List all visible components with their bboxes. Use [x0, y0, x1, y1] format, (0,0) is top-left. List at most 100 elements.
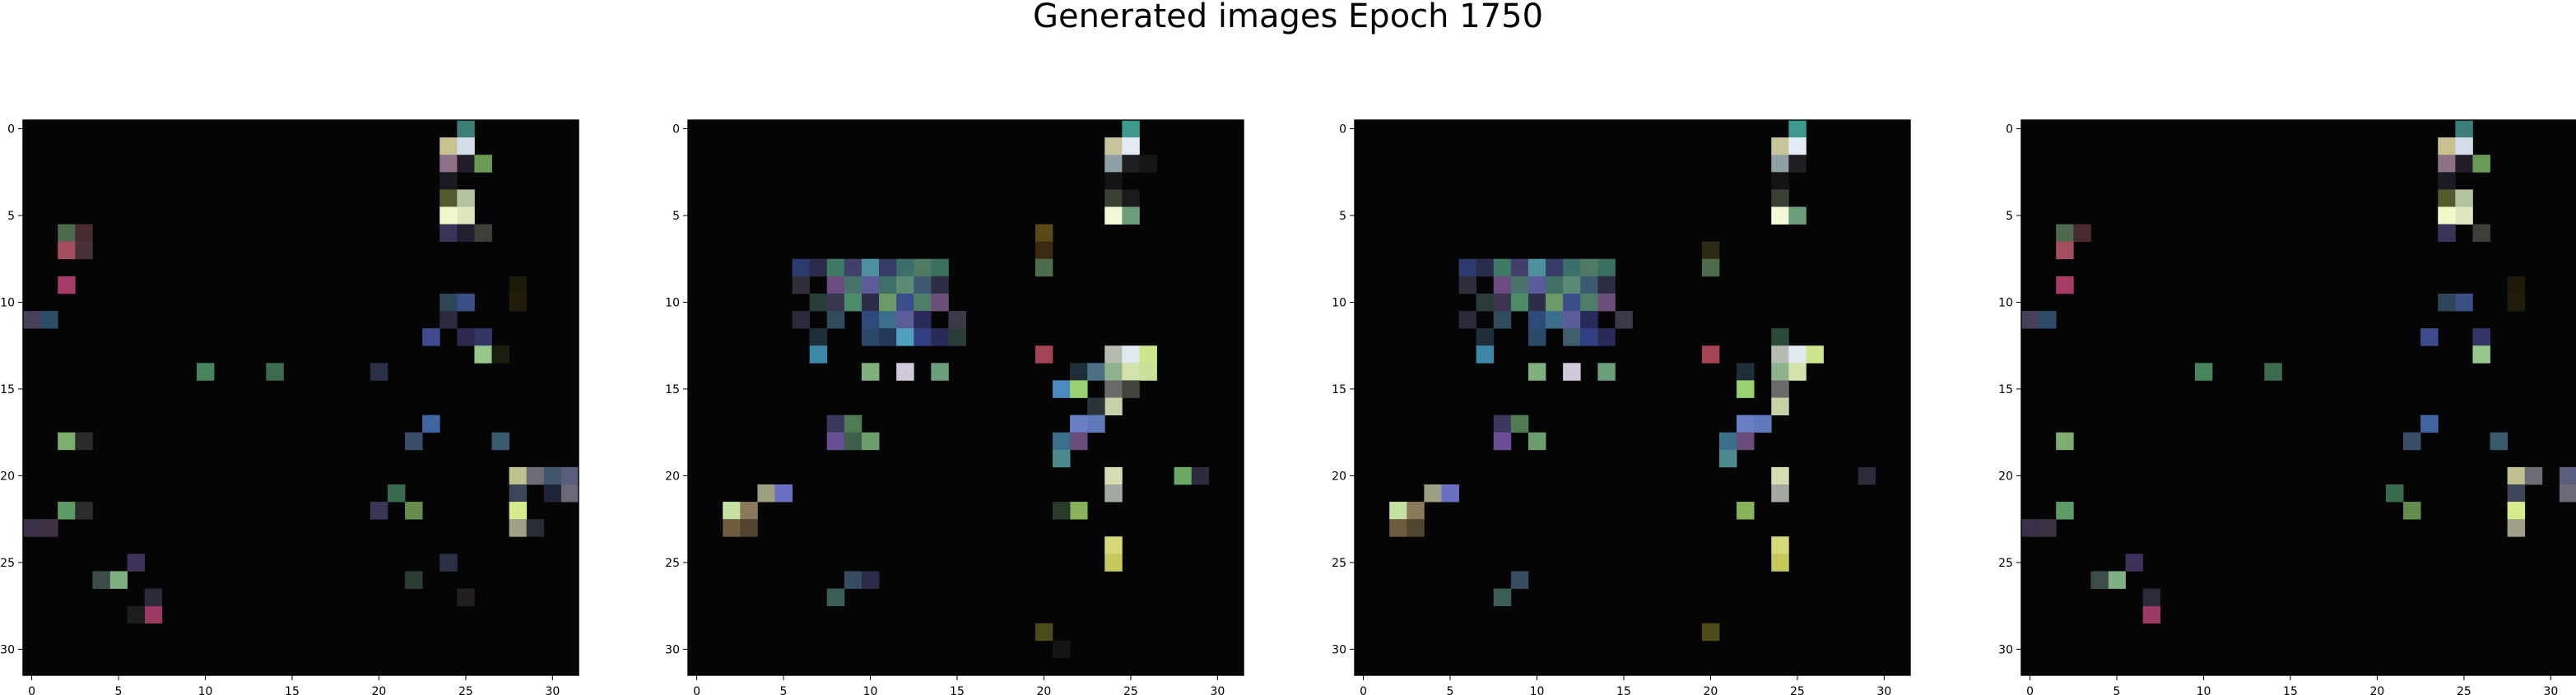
- image-pixel: [1104, 172, 1123, 190]
- image-pixel: [2455, 137, 2473, 155]
- image-pixel: [1718, 432, 1737, 451]
- axes-frame: [687, 119, 1244, 676]
- y-tick-label: 25: [1332, 557, 1346, 570]
- image-pixel: [2455, 120, 2473, 138]
- image-pixel: [861, 311, 880, 329]
- y-tick-label: 30: [1998, 643, 2013, 656]
- x-tick-label: 5: [115, 685, 123, 695]
- image-pixel: [75, 241, 93, 260]
- image-pixel: [2142, 588, 2161, 607]
- image-pixel: [826, 258, 845, 277]
- image-pixel: [2073, 224, 2091, 243]
- image-pixel: [1737, 415, 1755, 433]
- image-pixel: [457, 120, 475, 138]
- image-pixel: [266, 363, 284, 381]
- image-pixel: [109, 571, 128, 589]
- image-pixel: [1563, 363, 1581, 381]
- image-pixel: [127, 605, 146, 624]
- y-tick-label: 20: [0, 470, 15, 483]
- image-pixel: [740, 502, 758, 520]
- image-pixel: [723, 519, 741, 537]
- image-pixel: [861, 328, 880, 346]
- image-pixel: [457, 224, 475, 243]
- image-pixel: [474, 224, 492, 243]
- image-pixel: [2438, 189, 2456, 207]
- image-pixel: [1052, 449, 1071, 468]
- image-pixel: [23, 311, 41, 329]
- y-tick-label: 20: [1332, 470, 1346, 483]
- image-pixel: [826, 415, 845, 433]
- image-pixel: [1458, 311, 1477, 329]
- image-pixel: [1771, 397, 1789, 415]
- image-pixel: [1191, 466, 1210, 485]
- x-tick-label: 5: [1447, 685, 1454, 695]
- y-tick-label: 20: [1998, 470, 2013, 483]
- image-pixel: [1597, 363, 1616, 381]
- image-pixel: [1389, 502, 1407, 520]
- image-pixel: [1771, 484, 1789, 503]
- image-pixel: [422, 328, 440, 346]
- image-pixel: [560, 484, 579, 503]
- image-pixel: [1527, 293, 1546, 312]
- image-pixel: [509, 293, 528, 312]
- image-pixel: [1122, 189, 1140, 207]
- image-pixel: [1788, 120, 1806, 138]
- image-pixel: [439, 189, 458, 207]
- image-pixel: [931, 363, 949, 381]
- image-pixel: [1122, 363, 1140, 381]
- image-pixel: [2507, 519, 2526, 537]
- image-pixel: [2472, 155, 2490, 173]
- image-pixel: [2021, 311, 2039, 329]
- image-pixel: [1563, 328, 1581, 346]
- x-tick-label: 25: [458, 685, 473, 695]
- image-pixel: [740, 519, 758, 537]
- image-pixel: [1771, 137, 1789, 155]
- image-pixel: [2455, 206, 2473, 225]
- image-pixel: [2438, 293, 2456, 312]
- x-tick-label: 5: [780, 685, 788, 695]
- image-pixel: [861, 571, 880, 589]
- image-pixel: [1580, 293, 1598, 312]
- image-pixel: [1070, 502, 1088, 520]
- image-pixel: [861, 293, 880, 312]
- image-pixel: [948, 311, 966, 329]
- y-tick-label: 5: [2006, 210, 2013, 223]
- image-pixel: [1858, 466, 1876, 485]
- image-pixel: [1615, 311, 1633, 329]
- image-pixel: [931, 328, 949, 346]
- image-pixel: [1510, 415, 1529, 433]
- image-pixel: [370, 502, 388, 520]
- image-pixel: [792, 311, 811, 329]
- image-pixel: [1035, 258, 1053, 277]
- image-pixel: [1052, 432, 1071, 451]
- image-pixel: [439, 293, 458, 312]
- image-pixel: [2039, 519, 2057, 537]
- image-pixel: [1070, 415, 1088, 433]
- image-pixel: [1122, 345, 1140, 364]
- image-pixel: [2490, 432, 2509, 451]
- axes-frame: [22, 119, 579, 676]
- image-pixel: [1035, 623, 1053, 642]
- image-pixel: [1493, 432, 1512, 451]
- image-pixel: [1737, 502, 1755, 520]
- image-background: [688, 120, 1244, 675]
- y-tick-label: 15: [1998, 383, 2013, 396]
- image-pixel: [2455, 189, 2473, 207]
- image-pixel: [914, 276, 932, 294]
- image-pixel: [1597, 293, 1616, 312]
- image-pixel: [2403, 502, 2421, 520]
- y-tick-label: 5: [672, 210, 680, 223]
- y-tick-label: 15: [0, 383, 15, 396]
- image-pixel: [1052, 380, 1071, 398]
- image-pixel: [1122, 137, 1140, 155]
- image-pixel: [1771, 536, 1789, 554]
- image-pixel: [457, 155, 475, 173]
- x-tick-label: 30: [1210, 685, 1225, 695]
- image-pixel: [2056, 224, 2074, 243]
- image-pixel: [144, 588, 163, 607]
- x-tick-label: 25: [1123, 685, 1138, 695]
- image-pixel: [896, 328, 914, 346]
- x-tick-label: 15: [950, 685, 965, 695]
